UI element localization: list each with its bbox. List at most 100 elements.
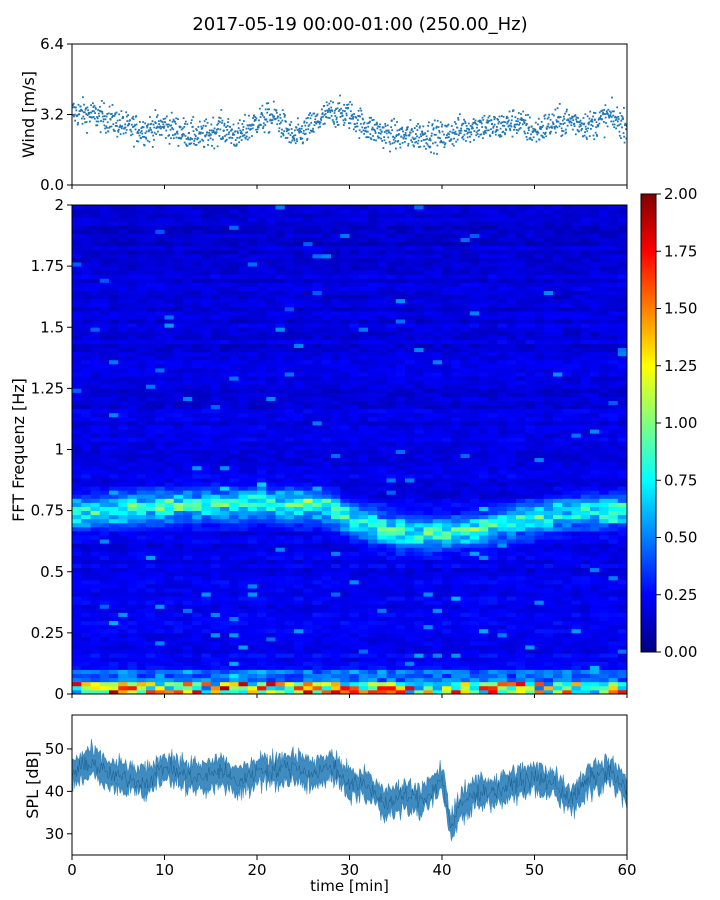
spectrogram-cell bbox=[451, 559, 461, 564]
wind-point bbox=[425, 135, 428, 138]
spectrogram-cell bbox=[312, 555, 323, 560]
spectrogram-cell bbox=[479, 681, 489, 687]
spectrogram-cell bbox=[414, 608, 424, 613]
spectrogram-cell bbox=[506, 657, 517, 662]
wind-point bbox=[450, 125, 453, 127]
spectrogram-cell bbox=[432, 575, 443, 581]
spectrogram-cell bbox=[534, 649, 545, 654]
spectrogram-cell bbox=[136, 677, 147, 683]
spectrogram-cell bbox=[312, 465, 323, 471]
spectrogram-cell bbox=[608, 657, 619, 662]
spectrogram-cell bbox=[432, 473, 443, 479]
spectrogram-cell bbox=[358, 498, 369, 503]
wind-point bbox=[560, 123, 562, 125]
spectrogram-cell bbox=[479, 608, 489, 613]
wind-point bbox=[528, 137, 531, 140]
spectrogram-cell bbox=[72, 506, 82, 512]
spectrogram-cell bbox=[312, 535, 323, 540]
spectrogram-cell bbox=[377, 616, 387, 622]
spectrogram-cell bbox=[210, 526, 221, 532]
wind-point bbox=[589, 120, 592, 123]
spectrogram-cell bbox=[599, 543, 609, 548]
spectrogram-cell bbox=[405, 571, 415, 577]
spectrogram-cell bbox=[340, 531, 350, 536]
spectrogram-cell bbox=[266, 469, 276, 475]
spectrogram-cell bbox=[238, 579, 249, 585]
spectrogram-cell bbox=[479, 535, 489, 540]
spectrogram-cell bbox=[497, 612, 508, 617]
spectrogram-cell bbox=[405, 600, 415, 605]
wind-point bbox=[300, 131, 303, 133]
wind-point bbox=[302, 132, 305, 135]
spectrogram-cell bbox=[118, 596, 128, 601]
wind-point bbox=[210, 129, 213, 132]
wind-point bbox=[524, 119, 527, 122]
wind-point bbox=[572, 115, 575, 118]
spectrogram-cell bbox=[321, 628, 332, 634]
spectrogram-cell bbox=[183, 531, 193, 536]
wind-point bbox=[241, 135, 244, 137]
spectrogram-cell bbox=[127, 673, 138, 679]
spectrogram-cell bbox=[294, 604, 304, 609]
spectrogram-cell bbox=[220, 551, 230, 556]
wind-point bbox=[92, 116, 95, 118]
wind-point bbox=[440, 139, 442, 142]
wind-point bbox=[540, 128, 542, 130]
spectrogram-cell bbox=[146, 514, 156, 520]
spectrogram-cell bbox=[331, 498, 341, 503]
spectrogram-cell bbox=[284, 494, 295, 499]
spectrogram-cell bbox=[136, 685, 147, 691]
spectrogram-cell bbox=[377, 526, 387, 532]
wind-point bbox=[145, 130, 148, 133]
spectrogram-cell bbox=[488, 608, 498, 613]
spectrogram-cell bbox=[506, 616, 517, 622]
spectrogram-cell bbox=[229, 518, 239, 524]
wind-point bbox=[480, 133, 483, 136]
spectrogram-cell bbox=[534, 624, 545, 630]
spectrogram-cell bbox=[608, 526, 619, 532]
spectrogram-cell bbox=[99, 604, 110, 609]
spectrogram-cell bbox=[229, 583, 239, 589]
wind-point bbox=[618, 130, 621, 133]
spectrogram-cell bbox=[358, 641, 369, 646]
spectrogram-cell bbox=[210, 502, 221, 507]
spectrogram-cell bbox=[210, 661, 221, 666]
wind-point bbox=[268, 108, 270, 111]
spectrogram-cell bbox=[340, 486, 350, 491]
wind-point bbox=[590, 128, 592, 130]
spectrogram-cell bbox=[405, 457, 415, 463]
spectrogram-cell bbox=[312, 510, 323, 516]
spectrogram-cell bbox=[432, 522, 443, 528]
spectrogram-cell bbox=[516, 657, 526, 662]
spectrogram-cell bbox=[534, 555, 545, 560]
spectrogram-cell bbox=[201, 616, 212, 622]
spectrogram-cell bbox=[164, 575, 175, 581]
spectrogram-cell bbox=[414, 551, 424, 556]
spectrogram-cell bbox=[442, 514, 452, 520]
spectrogram-cell bbox=[109, 478, 119, 483]
spectrogram-cell bbox=[479, 465, 489, 471]
spectrogram-cell bbox=[229, 579, 239, 585]
spectrogram-cell bbox=[238, 543, 249, 548]
spectrogram-cell bbox=[284, 641, 295, 646]
spectrogram-cell bbox=[72, 502, 82, 507]
spectrogram-cell bbox=[238, 612, 249, 617]
spectrogram-cell bbox=[321, 571, 332, 577]
spectrogram-cell bbox=[201, 575, 212, 581]
spectrogram-cell bbox=[81, 482, 91, 487]
spectrogram-cell bbox=[99, 608, 110, 613]
spectrogram-cell bbox=[349, 473, 360, 479]
wind-point bbox=[100, 120, 102, 122]
spectrogram-cell bbox=[599, 465, 609, 471]
spectrogram-cell bbox=[386, 588, 397, 593]
spectrogram-cell bbox=[368, 641, 378, 646]
spectrogram-cell bbox=[247, 555, 258, 560]
spectrogram-cell bbox=[553, 612, 563, 617]
spectrogram-cell bbox=[72, 632, 82, 638]
wind-point bbox=[222, 137, 224, 140]
spectrogram-cell bbox=[590, 559, 600, 564]
wind-point bbox=[198, 132, 200, 135]
spectrogram-cell bbox=[571, 498, 582, 503]
wind-point bbox=[449, 139, 452, 142]
spectrogram-cell bbox=[229, 649, 239, 654]
